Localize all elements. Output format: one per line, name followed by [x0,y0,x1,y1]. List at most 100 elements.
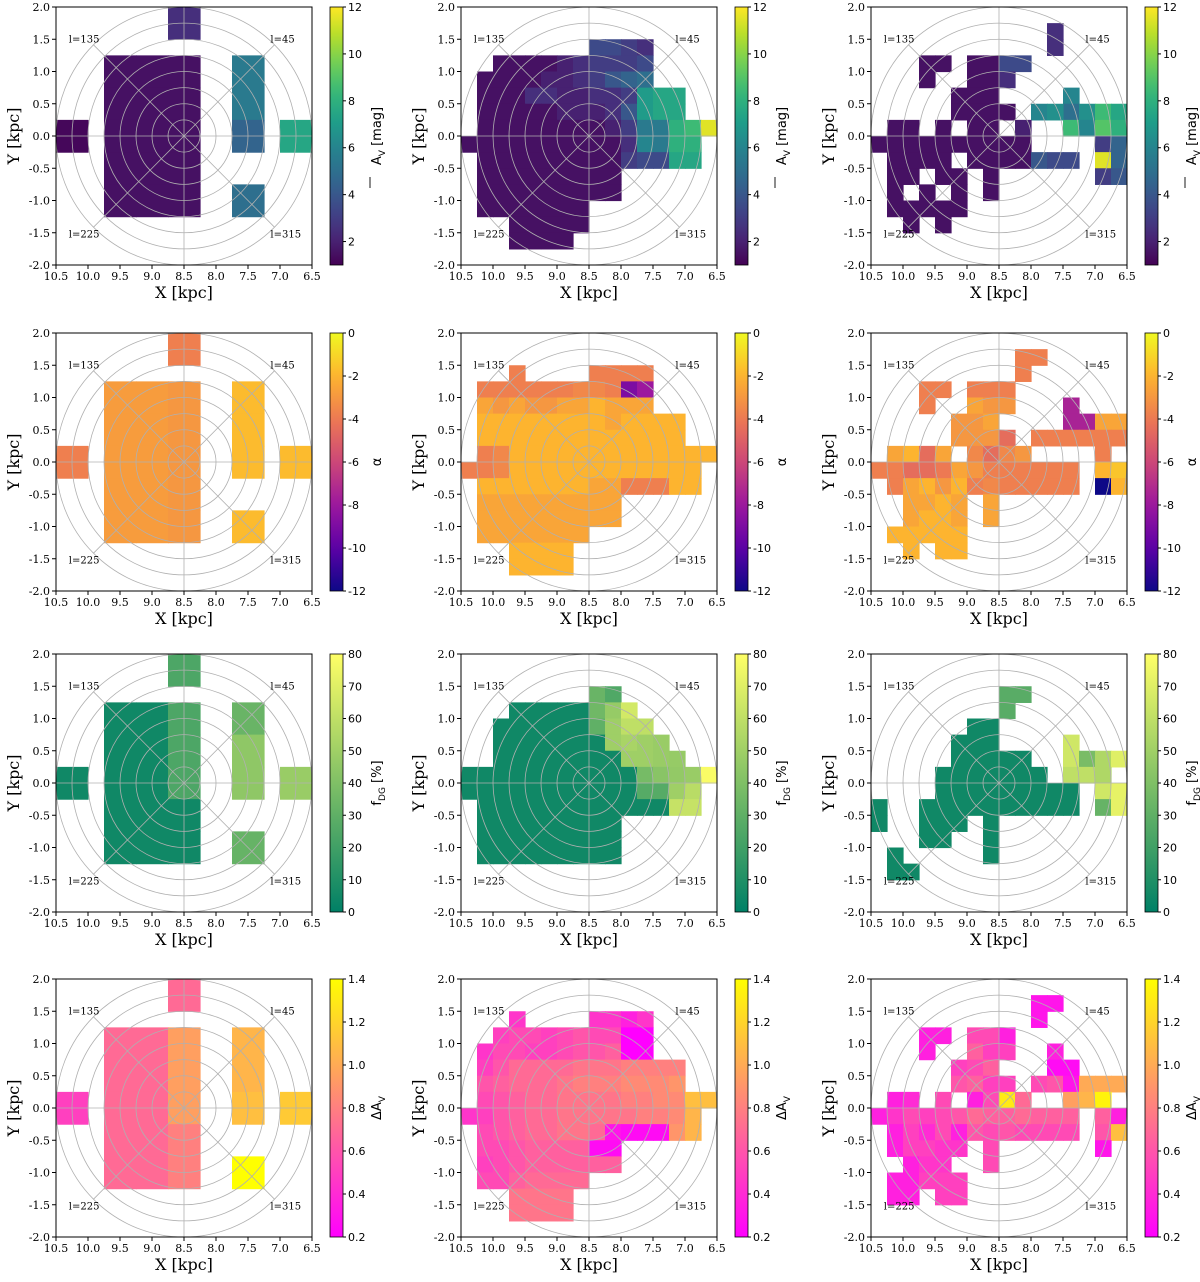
heatmap-cell [653,478,670,495]
heatmap-cell [557,558,574,576]
heatmap-cell [589,766,606,784]
heatmap-cell [637,103,654,121]
longitude-label: l=225 [474,230,505,241]
polar-grid [871,654,1127,912]
y-tick-label: -1.0 [29,521,50,534]
polar-grid-radial [498,44,680,228]
colorbar: 2 4 6 8 10 12 AV [mag] [734,1,793,266]
heatmap-cell [935,1027,952,1045]
colorbar-tick-label: 0.6 [1163,1145,1181,1158]
x-tick-label: 9.0 [548,917,566,930]
heatmap-cell [637,766,654,784]
heatmap-cell [887,168,904,185]
y-tick-label: 0.0 [848,130,866,143]
heatmap-cell [541,1172,558,1190]
x-tick-label: 6.5 [1118,270,1136,283]
heatmap-cell [903,1156,920,1174]
heatmap-cell [573,1108,590,1125]
heatmap-cell [903,863,920,881]
heatmap-cell [541,1075,558,1093]
colorbar-tick-label: 0 [753,906,760,919]
heatmap-cell [1111,429,1127,447]
heatmap-cell [669,783,686,800]
heatmap-cell [621,799,638,816]
colorbar-label-unit: [%] [775,760,790,787]
heatmap-cell [509,445,526,463]
heatmap-cell [951,1108,968,1125]
heatmap-cell [919,831,936,849]
colorbar: -12 -10 -8 -6 -4 -2 0 α [734,327,790,598]
panel-r2-c2: l=135 l=45 l=225 l=315 10.5 10.0 9.5 9.0 8.5 8.0 7… [409,327,790,628]
heatmap-cell [919,397,936,415]
heatmap-cell [541,478,558,495]
heatmap-cell [1015,462,1032,479]
heatmap-cell [525,1059,542,1077]
colorbar-label: fDG [%] [1185,760,1200,805]
heatmap-cell [509,542,526,560]
heatmap-cell [1031,1075,1048,1093]
heatmap-cell [1111,1108,1127,1125]
heatmap-cell [605,413,622,431]
heatmap-cell [493,71,510,89]
x-tick-label: 9.0 [143,596,161,609]
heatmap-cell [541,1124,558,1141]
colorbar-tick-label: 10 [1163,874,1177,887]
y-tick-label: -1.5 [434,1199,455,1212]
y-tick-label: 1.0 [33,392,51,405]
heatmap-cell [541,494,558,511]
heatmap-cell [621,429,638,447]
heatmap-cell [1047,799,1064,816]
longitude-label: l=135 [69,1006,100,1017]
colorbar-tick-label: 20 [1163,842,1177,855]
x-tick-label: 10.5 [449,1242,474,1255]
y-tick-label: -0.5 [844,809,865,822]
colorbar-tick-label: -4 [753,413,764,426]
heatmap-cell [983,168,1000,185]
heatmap-cell [637,119,654,137]
colorbar-label-main: ΔA [1185,1102,1200,1120]
heatmap-cell [1063,766,1080,784]
y-tick-label: -0.5 [29,488,50,501]
x-tick-label: 7.5 [644,917,662,930]
heatmap-cell [605,686,622,703]
heatmap-cell [935,1172,952,1190]
heatmap-cell [589,1059,606,1077]
heatmap-cell [525,799,542,816]
x-tick-label: 6.5 [1118,1242,1136,1255]
heatmap-cell [685,1108,702,1125]
polar-grid-radial [908,691,1090,875]
heatmap-cell [525,1172,542,1190]
y-tick-label: 2.0 [33,973,51,986]
heatmap-cell [541,1027,558,1045]
heatmap-cell [509,397,526,415]
heatmap-cell [557,87,574,105]
y-tick-label: 0.0 [438,130,456,143]
heatmap-cell [477,381,494,399]
heatmap-cell [589,87,606,105]
heatmap-cell [919,71,936,89]
longitude-label: l=45 [675,1006,699,1017]
x-tick-label: 9.5 [926,270,944,283]
heatmap-cell [653,103,670,121]
heatmap-cell [637,1124,654,1141]
longitude-label: l=315 [675,877,706,888]
colorbar-tick-label: -8 [753,499,764,512]
heatmap-cell [1095,750,1112,768]
heatmap-cell [1111,799,1127,816]
heatmap-cell [1111,136,1127,153]
heatmap-cell [477,510,494,528]
x-tick-label: 9.5 [516,596,534,609]
x-axis-label: X [kpc] [155,930,213,949]
panel-r3-c3: l=135 l=45 l=225 l=315 10.5 10.0 9.5 9.0 8.5 8.0 7… [819,648,1200,949]
y-tick-label: 2.0 [33,1,51,14]
x-tick-label: 10.5 [44,917,69,930]
colorbar-label: AV [mag] [370,107,388,165]
y-tick-label: 1.5 [848,359,866,372]
y-tick-label: 0.5 [438,424,456,437]
heatmap-cell [525,510,542,528]
heatmap-cell [1063,478,1080,495]
heatmap-cell [104,734,137,768]
colorbar-label-unit: [mag] [370,107,385,150]
heatmap-cell [477,1075,494,1093]
longitude-label: l=45 [270,681,294,692]
